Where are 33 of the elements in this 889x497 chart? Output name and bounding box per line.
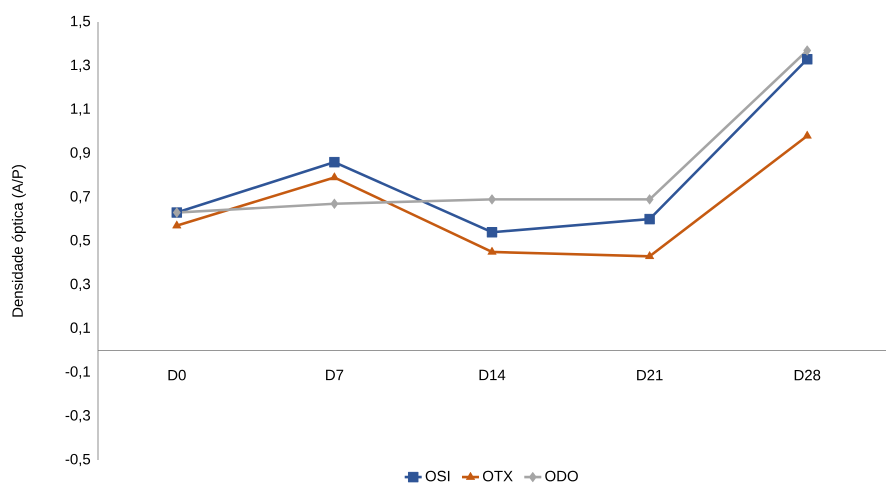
y-tick-label: 1,5 [71,16,90,28]
point [330,198,338,209]
y-tick-label: -0,5 [66,454,90,466]
point [329,156,340,168]
point [172,220,182,228]
point [487,246,497,255]
y-tick-label: 1,3 [71,60,90,72]
x-tick-label: D21 [637,370,663,380]
legend-label: OSI [426,470,450,482]
point [645,251,654,260]
point [644,214,655,224]
y-tick-label: 0,3 [70,278,90,291]
legend-label: ODO [545,470,578,482]
y-tick-label: -0,3 [66,410,90,422]
point [488,194,496,205]
point [330,172,339,180]
y-tick-label: 0,9 [70,147,90,160]
point [486,227,498,238]
x-tick-label: D28 [794,370,820,380]
y-tick-label: 0,7 [70,191,90,204]
y-tick-label: 1,1 [71,104,90,116]
x-tick-label: D7 [326,370,344,380]
point [802,54,812,64]
y-tick-label: 0,5 [70,234,90,248]
point [802,130,812,139]
x-tick-label: D14 [480,370,506,380]
point [803,45,812,56]
point [646,194,654,205]
y-tick-label: -0,1 [66,366,90,379]
x-tick-label: D0 [168,370,186,380]
y-axis-title: Densidade óptica (A/P) [12,165,26,317]
legend-label: OTX [483,470,513,482]
y-tick-label: 0,1 [70,322,90,335]
